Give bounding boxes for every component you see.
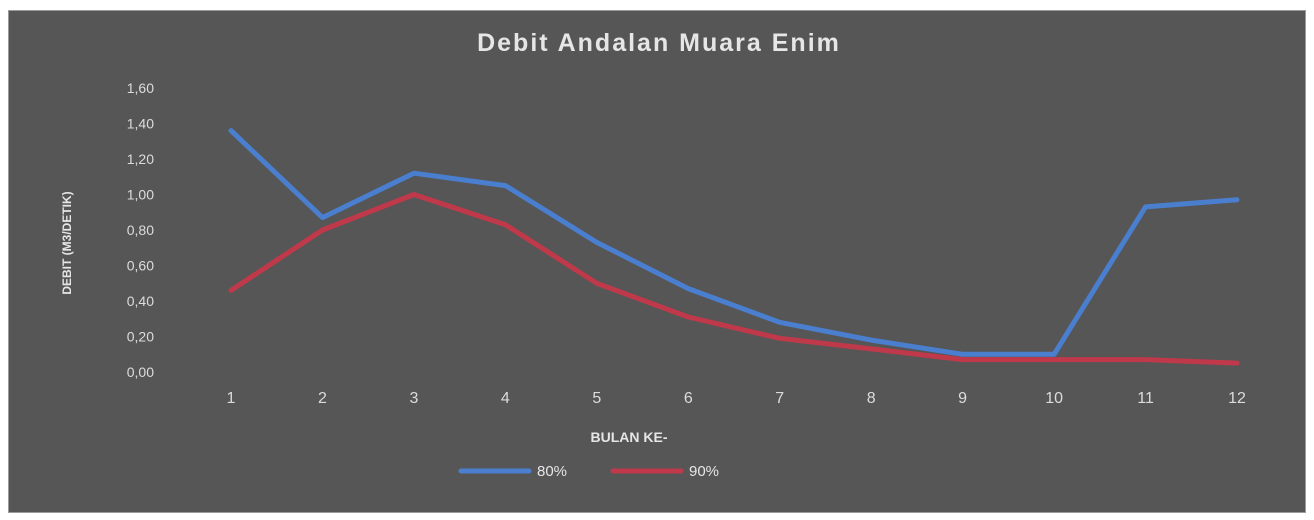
series-line-80 xyxy=(228,128,1240,357)
y-axis-label-group: DEBIT (M3/DETIK) xyxy=(60,191,74,294)
y-tick-label: 1,60 xyxy=(127,80,154,96)
y-tick-label: 0,60 xyxy=(127,258,154,274)
y-axis-label: DEBIT (M3/DETIK) xyxy=(60,191,74,294)
y-tick-label: 1,40 xyxy=(127,116,154,132)
x-tick-label: 12 xyxy=(1228,390,1246,407)
x-tick-label: 11 xyxy=(1137,390,1154,407)
x-tick-label: 3 xyxy=(409,390,418,407)
chart-title: Debit Andalan Muara Enim xyxy=(477,29,841,57)
y-tick-label: 0,00 xyxy=(127,364,154,380)
chart-container: Debit Andalan Muara Enim DEBIT (M3/DETIK… xyxy=(8,10,1306,513)
x-tick-label: 10 xyxy=(1045,390,1063,407)
legend-label-90: 90% xyxy=(689,463,719,480)
y-tick-label: 1,20 xyxy=(127,151,154,167)
x-tick-label: 8 xyxy=(867,390,876,407)
legend: 80% 90% xyxy=(458,463,719,480)
y-axis-ticks: 0,00 0,20 0,40 0,60 0,80 1,00 1,20 1,40 1,60 xyxy=(127,80,154,380)
x-axis-ticks: 1 2 3 4 5 6 7 8 9 10 11 12 xyxy=(227,390,1246,407)
y-tick-label: 0,80 xyxy=(127,222,154,238)
line-chart: Debit Andalan Muara Enim DEBIT (M3/DETIK… xyxy=(60,29,1246,480)
y-tick-label: 0,40 xyxy=(127,293,154,309)
x-tick-label: 5 xyxy=(592,390,601,407)
series-lines xyxy=(228,128,1240,366)
x-tick-label: 2 xyxy=(318,390,327,407)
y-tick-label: 1,00 xyxy=(127,187,154,203)
y-tick-label: 0,20 xyxy=(127,329,154,345)
x-tick-label: 9 xyxy=(958,390,967,407)
x-tick-label: 6 xyxy=(684,390,693,407)
x-axis-label: BULAN KE- xyxy=(591,429,668,445)
x-tick-label: 1 xyxy=(227,390,236,407)
x-tick-label: 7 xyxy=(775,390,784,407)
x-tick-label: 4 xyxy=(501,390,510,407)
series-line-90 xyxy=(228,192,1240,366)
legend-label-80: 80% xyxy=(537,463,567,480)
